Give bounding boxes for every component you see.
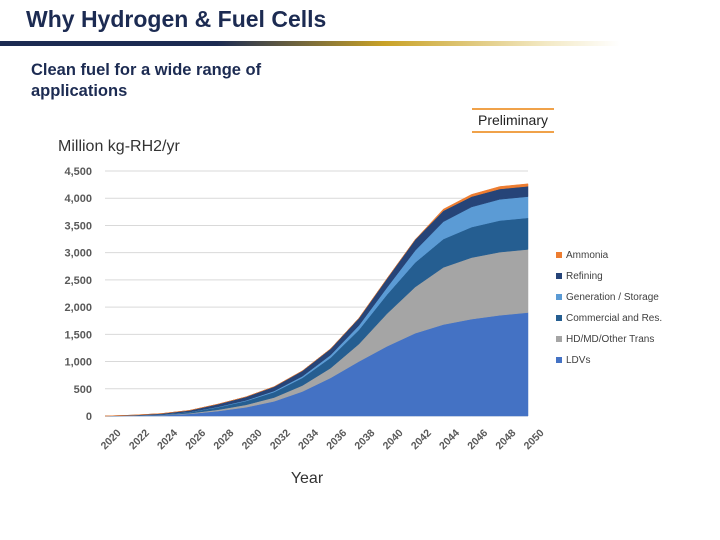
x-tick-label: 2050 — [522, 427, 547, 452]
x-tick-label: 2040 — [381, 427, 406, 452]
x-tick-label: 2044 — [437, 427, 462, 452]
legend-swatch — [556, 315, 562, 321]
preliminary-badge: Preliminary — [472, 108, 554, 133]
legend-swatch — [556, 294, 562, 300]
y-axis-ticks: 0 500 1,000 1,500 2,000 2,500 3,000 3,500 4,000 4… — [64, 166, 92, 423]
x-tick-label: 2028 — [211, 427, 236, 452]
legend-swatch — [556, 252, 562, 258]
x-tick-label: 2030 — [240, 427, 265, 452]
x-tick-label: 2020 — [99, 427, 124, 452]
legend: Ammonia Refining Generation / Storage Comme… — [556, 250, 662, 366]
x-tick-label: 2048 — [493, 427, 518, 452]
y-tick-label: 2,000 — [64, 302, 92, 314]
legend-label: Commercial and Res. — [566, 313, 662, 324]
y-tick-label: 3,000 — [64, 248, 92, 260]
x-tick-label: 2038 — [352, 427, 377, 452]
legend-label: LDVs — [566, 355, 590, 366]
legend-label: HD/MD/Other Trans — [566, 334, 654, 345]
x-tick-label: 2046 — [465, 427, 490, 452]
y-tick-label: 500 — [74, 384, 92, 396]
x-tick-label: 2034 — [296, 427, 321, 452]
y-tick-label: 4,000 — [64, 193, 92, 205]
legend-label: Generation / Storage — [566, 292, 659, 303]
legend-label: Refining — [566, 271, 603, 282]
legend-label: Ammonia — [566, 250, 609, 261]
x-tick-label: 2042 — [409, 427, 434, 452]
title-underline — [0, 41, 620, 46]
slide-subtitle: Clean fuel for a wide range of applicati… — [31, 61, 262, 100]
x-tick-label: 2036 — [324, 427, 349, 452]
area-ammonia — [104, 183, 529, 417]
y-tick-label: 3,500 — [64, 220, 92, 232]
legend-swatch — [556, 336, 562, 342]
x-tick-label: 2032 — [268, 427, 293, 452]
area-series — [104, 183, 529, 417]
x-tick-label: 2026 — [183, 427, 208, 452]
y-tick-label: 2,500 — [64, 275, 92, 287]
y-tick-label: 1,000 — [64, 357, 92, 369]
y-tick-label: 0 — [86, 411, 92, 423]
y-tick-label: 1,500 — [64, 329, 92, 341]
x-tick-label: 2024 — [155, 427, 180, 452]
x-tick-label: 2022 — [127, 427, 152, 452]
legend-swatch — [556, 357, 562, 363]
x-axis-label: Year — [291, 470, 324, 487]
legend-swatch — [556, 273, 562, 279]
slide-title: Why Hydrogen & Fuel Cells — [26, 6, 327, 32]
y-tick-label: 4,500 — [64, 166, 92, 178]
x-axis-ticks: 2020 2022 2024 2026 2028 2030 2032 2034 2036 2038… — [99, 427, 547, 452]
y-axis-label: Million kg-RH2/yr — [58, 138, 180, 155]
